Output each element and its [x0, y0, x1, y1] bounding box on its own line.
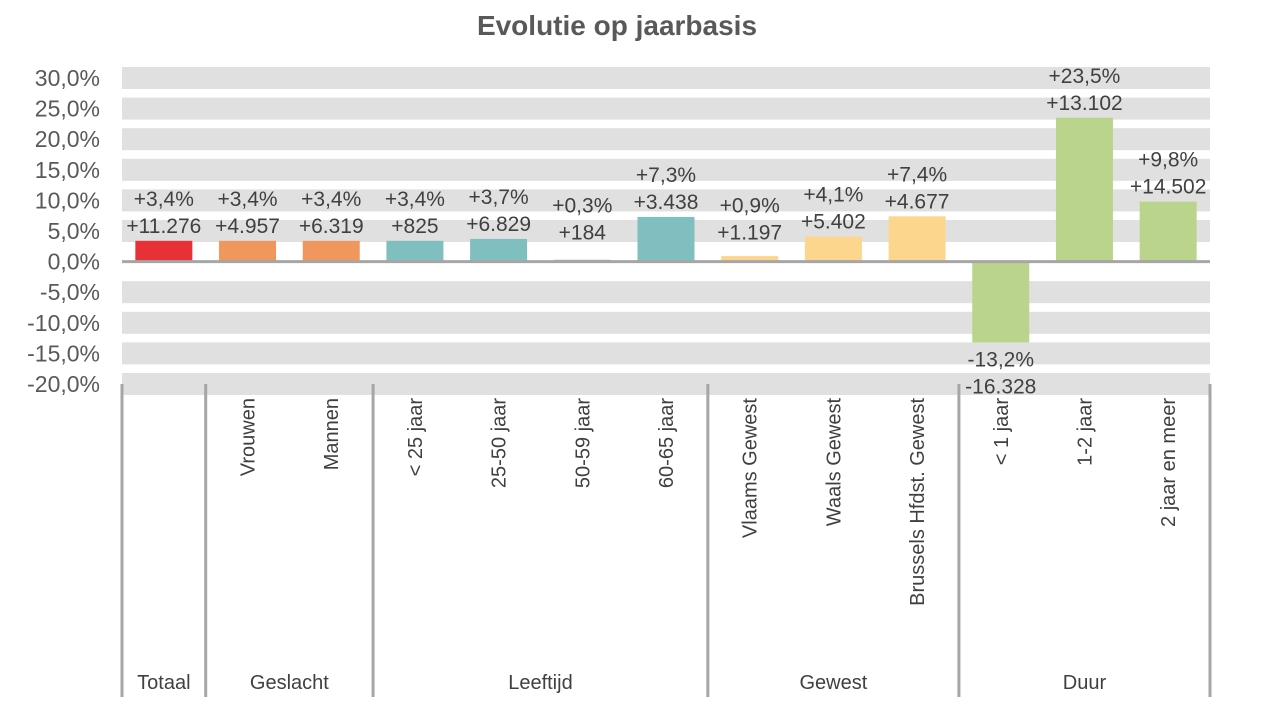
x-category-label: Brussels Hfdst. Gewest	[907, 398, 929, 606]
data-label-count: +184	[559, 222, 607, 245]
group-label: Gewest	[799, 672, 867, 694]
data-label-percent: +7,3%	[636, 164, 696, 187]
grid-band	[122, 67, 1210, 89]
bar	[135, 240, 193, 262]
data-label-count: +6.829	[466, 213, 531, 236]
y-tick-label: -20,0%	[27, 371, 100, 397]
grid-band	[122, 281, 1210, 304]
grid-band	[122, 311, 1210, 334]
x-category-label: 1-2 jaar	[1074, 398, 1096, 466]
data-label-count: +11.276	[126, 215, 201, 238]
bar	[721, 256, 779, 262]
group-label: Totaal	[137, 672, 190, 694]
x-category-label: < 25 jaar	[405, 398, 427, 477]
bar	[1139, 201, 1197, 262]
bar	[804, 236, 862, 262]
data-label-count: +14.502	[1130, 176, 1207, 199]
bar	[972, 261, 1030, 343]
group-label: Duur	[1063, 672, 1107, 694]
y-tick-label: -15,0%	[27, 340, 100, 366]
data-label-percent: +3,4%	[134, 188, 194, 211]
y-tick-label: 15,0%	[35, 157, 100, 183]
y-tick-label: 5,0%	[48, 218, 100, 244]
data-label-percent: +0,9%	[720, 195, 780, 218]
data-label-count: +1.197	[717, 222, 782, 245]
group-label: Leeftijd	[508, 672, 573, 694]
chart-title: Evolutie op jaarbasis	[477, 10, 757, 41]
grid-band	[122, 128, 1210, 151]
data-label-percent: +9,8%	[1138, 149, 1198, 172]
data-label-count: -16.328	[965, 375, 1036, 398]
data-label-count: +13.102	[1046, 92, 1123, 115]
x-category-label: Vlaams Gewest	[740, 398, 762, 538]
grid-band	[122, 158, 1210, 181]
bar	[637, 216, 695, 262]
grid-band	[122, 342, 1210, 365]
x-category-label: Mannen	[321, 398, 343, 470]
data-label-count: +5.402	[801, 211, 866, 234]
bar	[470, 238, 528, 262]
data-label-count: +4.677	[885, 190, 950, 213]
x-category-label: 25-50 jaar	[489, 398, 511, 488]
data-label-percent: +3,4%	[385, 188, 445, 211]
x-category-label: 60-65 jaar	[656, 398, 678, 488]
y-tick-label: 25,0%	[35, 96, 100, 122]
bar	[302, 240, 360, 262]
grid-band	[122, 373, 1210, 395]
data-label-percent: +4,1%	[803, 184, 863, 207]
data-label-percent: -13,2%	[967, 348, 1034, 371]
group-label: Geslacht	[250, 672, 329, 694]
data-label-percent: +3,4%	[217, 188, 277, 211]
bar	[1055, 117, 1113, 262]
x-category-label: 2 jaar en meer	[1158, 398, 1180, 527]
data-label-count: +825	[391, 215, 438, 238]
y-tick-label: 0,0%	[48, 249, 100, 275]
x-category-label: < 1 jaar	[991, 398, 1013, 466]
data-label-percent: +3,4%	[301, 188, 361, 211]
grid-band	[122, 189, 1210, 212]
data-label-percent: +3,7%	[469, 186, 529, 209]
grid-band	[122, 97, 1210, 120]
bar	[219, 240, 277, 262]
data-label-count: +6.319	[299, 215, 364, 238]
data-label-percent: +7,4%	[887, 163, 947, 186]
x-category-label: Waals Gewest	[823, 398, 845, 527]
bar	[888, 216, 946, 262]
bar	[386, 240, 444, 262]
y-tick-label: 10,0%	[35, 187, 100, 213]
y-tick-label: 30,0%	[35, 65, 100, 91]
x-category-label: Vrouwen	[238, 398, 260, 476]
data-label-percent: +23,5%	[1049, 65, 1121, 88]
data-label-count: +4.957	[215, 215, 280, 238]
y-tick-label: -5,0%	[40, 279, 100, 305]
y-tick-label: -10,0%	[27, 310, 100, 336]
data-label-percent: +0,3%	[552, 195, 612, 218]
y-tick-label: 20,0%	[35, 126, 100, 152]
x-category-label: 50-59 jaar	[572, 398, 594, 488]
data-label-count: +3.438	[634, 191, 699, 214]
